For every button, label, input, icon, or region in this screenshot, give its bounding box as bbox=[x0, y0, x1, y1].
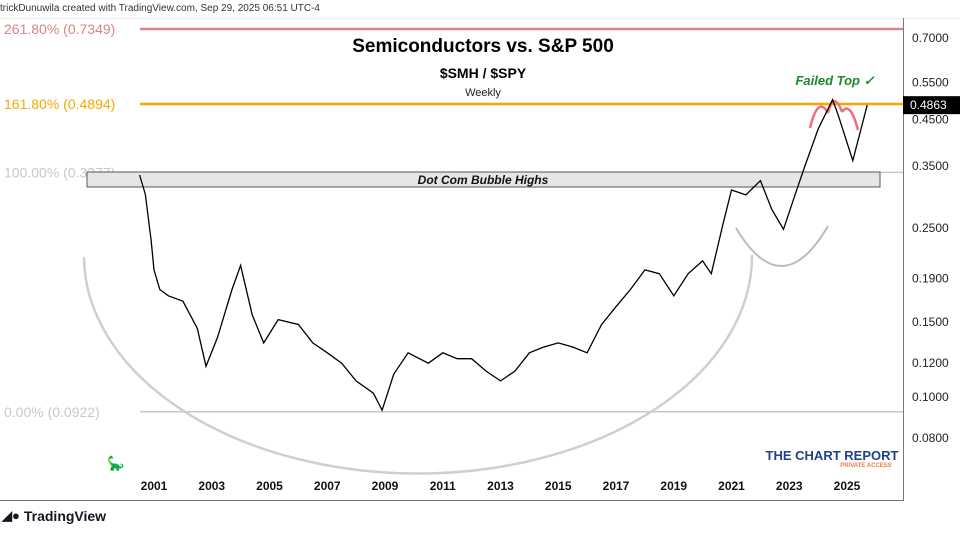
failed-top-arcs bbox=[808, 100, 860, 131]
x-tick-label: 2007 bbox=[314, 479, 341, 493]
x-tick-label: 2013 bbox=[487, 479, 514, 493]
watermark-sub: PRIVATE ACCESS bbox=[840, 463, 892, 469]
y-tick-label: 0.1500 bbox=[912, 315, 949, 329]
dinosaur-icon: 🦕 bbox=[107, 455, 124, 472]
x-tick-label: 2025 bbox=[834, 479, 861, 493]
x-tick-label: 2023 bbox=[776, 479, 803, 493]
cup-arc bbox=[82, 254, 754, 475]
y-tick-label: 0.1000 bbox=[912, 390, 949, 404]
footer-brand: TradingView bbox=[23, 508, 107, 524]
chart-title: Semiconductors vs. S&P 500 bbox=[352, 36, 614, 57]
y-tick-label: 0.1900 bbox=[912, 271, 949, 285]
x-tick-label: 2011 bbox=[430, 479, 456, 493]
x-tick-label: 2019 bbox=[660, 479, 687, 493]
watermark-logo: THE CHART REPORT bbox=[766, 448, 899, 463]
tradingview-logo-icon: ◢● bbox=[2, 508, 20, 523]
y-tick-label: 0.7000 bbox=[912, 31, 949, 45]
x-tick-label: 2021 bbox=[718, 479, 745, 493]
x-tick-label: 2009 bbox=[372, 479, 399, 493]
y-tick-label: 0.0800 bbox=[912, 431, 949, 445]
time-axis-border bbox=[0, 500, 904, 501]
y-tick-label: 0.4500 bbox=[912, 112, 949, 126]
tradingview-footer: ◢● TradingView bbox=[0, 508, 106, 524]
price-line bbox=[138, 98, 868, 412]
last-value-badge bbox=[903, 96, 960, 115]
fib-label: 0.00% (0.0922) bbox=[4, 404, 100, 420]
handle-arc bbox=[735, 225, 829, 267]
y-tick-label: 0.3500 bbox=[912, 159, 949, 173]
dot-com-label: Dot Com Bubble Highs bbox=[418, 173, 549, 187]
x-tick-label: 2001 bbox=[141, 479, 168, 493]
y-tick-label: 0.1200 bbox=[912, 356, 949, 370]
last-value-text: 0.4863 bbox=[910, 98, 947, 112]
failed-top-label: Failed Top ✓ bbox=[795, 73, 875, 88]
price-axis-border bbox=[903, 18, 904, 500]
fib-label: 161.80% (0.4894) bbox=[4, 96, 115, 112]
y-tick-label: 0.2500 bbox=[912, 221, 949, 235]
x-tick-label: 2017 bbox=[603, 479, 630, 493]
x-tick-label: 2003 bbox=[198, 479, 225, 493]
attribution: trickDunuwila created with TradingView.c… bbox=[0, 0, 960, 19]
chart-subtitle: $SMH / $SPY bbox=[440, 65, 527, 81]
fib-label: 261.80% (0.7349) bbox=[4, 21, 115, 37]
x-tick-label: 2005 bbox=[256, 479, 283, 493]
x-tick-label: 2015 bbox=[545, 479, 572, 493]
y-tick-label: 0.5500 bbox=[912, 75, 949, 89]
chart-interval: Weekly bbox=[465, 87, 501, 99]
dot-com-zone bbox=[86, 171, 881, 188]
